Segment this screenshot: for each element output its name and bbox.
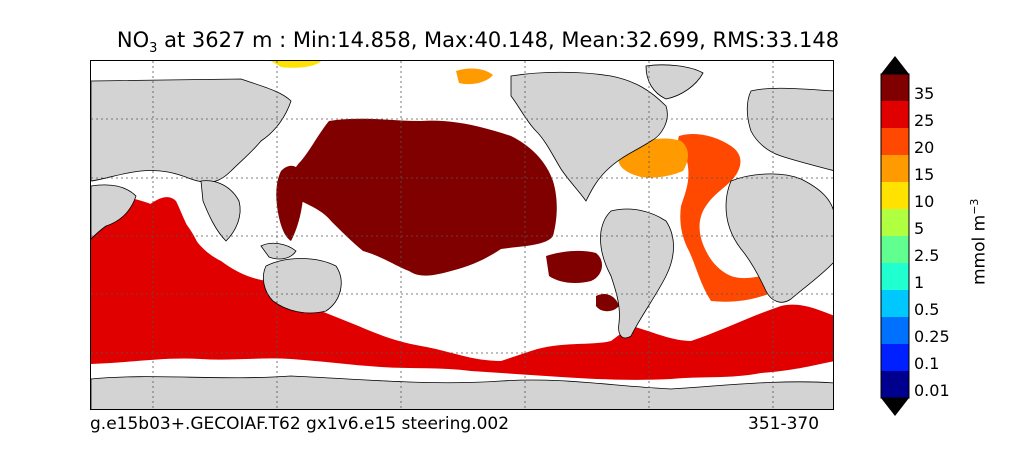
- colorbar-tick-label: 35: [914, 84, 935, 103]
- colorbar-swatch: [881, 263, 909, 291]
- colorbar-tick-label: 0.25: [914, 327, 950, 346]
- colorbar-tick-label: 20: [914, 138, 935, 157]
- colorbar-tick-label: 0.01: [914, 381, 950, 400]
- colorbar-swatch: [881, 155, 909, 183]
- land-africa-west: [91, 184, 137, 240]
- land-australia: [262, 258, 342, 314]
- colorbar-swatch: [881, 344, 909, 372]
- land-africa: [725, 173, 833, 303]
- colorbar-tick-label: 2.5: [914, 246, 940, 265]
- colorbar-swatch: [881, 371, 909, 399]
- land-masses: [91, 64, 833, 409]
- south-pacific-patch: [546, 250, 603, 284]
- title-subscript: 3: [149, 41, 158, 56]
- colorbar-swatches: [880, 73, 910, 399]
- southern-ocean-fill: [91, 197, 833, 380]
- arctic-yellow-patch: [271, 61, 321, 68]
- colorbar-units: mmol m−3: [968, 199, 990, 285]
- chile-basin-patch: [596, 294, 619, 312]
- year-range: 351-370: [748, 414, 820, 434]
- colorbar-tick-label: 10: [914, 192, 935, 211]
- colorbar-max-arrow: [881, 56, 909, 74]
- world-map: [91, 61, 833, 409]
- units-base: mmol m: [969, 214, 990, 285]
- pacific-deep-fill: [281, 118, 557, 276]
- land-south-america: [600, 208, 674, 339]
- plot-title: NO3 at 3627 m : Min:14.858, Max:40.148, …: [0, 28, 1024, 56]
- colorbar-tick-label: 1: [914, 273, 925, 292]
- colorbar-swatch: [881, 290, 909, 318]
- colorbar-tick-label: 25: [914, 111, 935, 130]
- arctic-orange-patch: [456, 68, 493, 85]
- colorbar-swatch: [881, 74, 909, 102]
- colorbar-tick-label: 0.5: [914, 300, 940, 319]
- colorbar-swatch: [881, 182, 909, 210]
- indian-ocean-fill: [101, 197, 341, 311]
- colorbar-swatch: [881, 317, 909, 345]
- colorbar-swatch: [881, 209, 909, 237]
- land-antarctica: [91, 375, 833, 409]
- colorbar-tick-label: 0.1: [914, 354, 940, 373]
- land-south-asia: [200, 180, 241, 242]
- atlantic-fill: [678, 134, 801, 302]
- colorbar: [880, 56, 910, 416]
- colorbar-tick-label: 5: [914, 219, 925, 238]
- units-exponent: −3: [968, 198, 981, 215]
- land-indonesia: [260, 242, 297, 260]
- lat-lon-grid: [91, 61, 833, 409]
- colorbar-swatch: [881, 128, 909, 156]
- title-stats: at 3627 m : Min:14.858, Max:40.148, Mean…: [157, 28, 840, 52]
- colorbar-min-arrow: [881, 398, 909, 416]
- land-eurasia-west: [91, 78, 292, 183]
- land-greenland: [645, 64, 704, 100]
- land-europe: [746, 87, 833, 171]
- colorbar-swatch: [881, 101, 909, 129]
- colorbar-swatch: [881, 236, 909, 264]
- colorbar-tick-label: 15: [914, 165, 935, 184]
- land-north-america: [510, 71, 668, 202]
- pacific-west-patch: [276, 165, 304, 241]
- title-variable: NO: [116, 28, 150, 52]
- run-name: g.e15b03+.GECOIAF.T62 gx1v6.e15 steering…: [90, 414, 510, 434]
- map-panel: [90, 60, 834, 410]
